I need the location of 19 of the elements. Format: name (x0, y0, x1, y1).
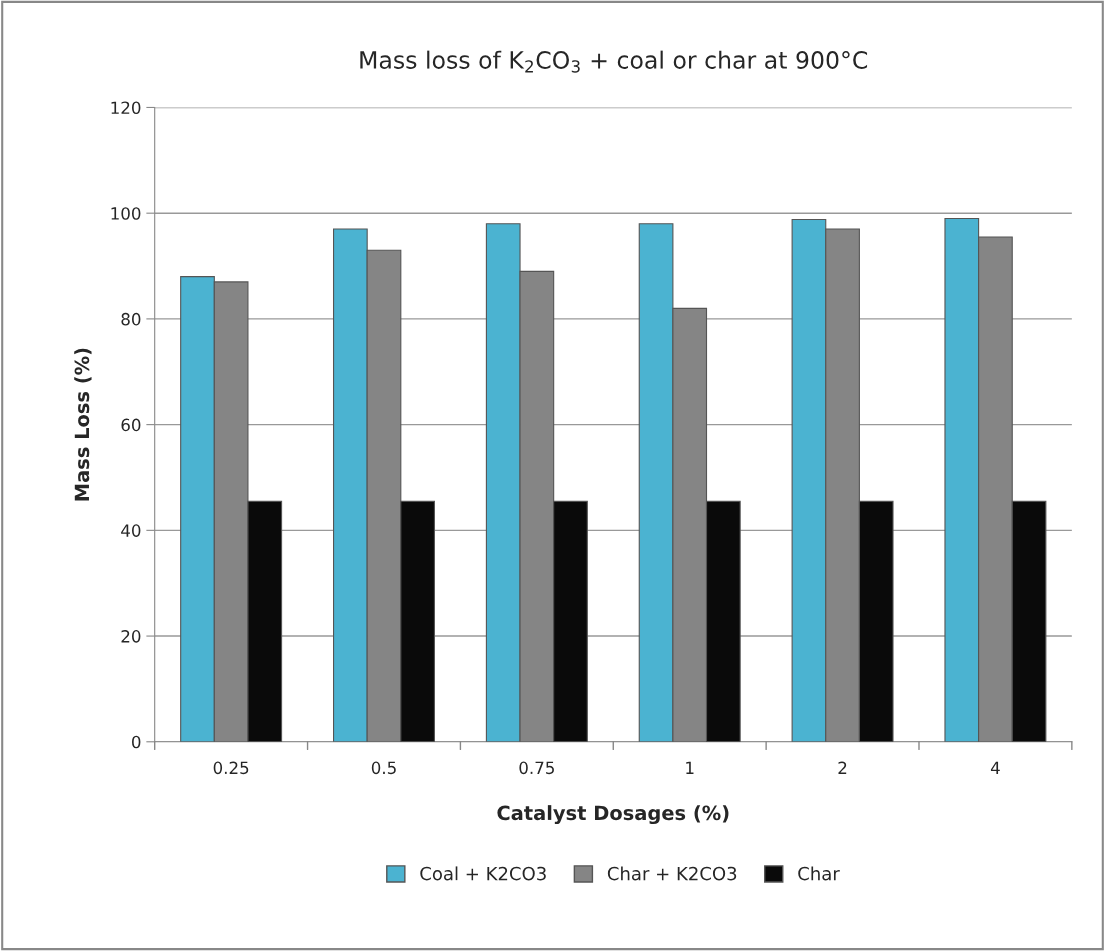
y-tick-label: 60 (121, 418, 141, 432)
chart-title: Mass loss of K$_{2}$CO$_{3}$ + coal or char at 900°C (360, 50, 868, 73)
x-tick-label: 0.75 (519, 761, 554, 775)
y-tick-label: 100 (111, 207, 141, 220)
y-tick-label: 0 (132, 735, 141, 749)
x-tick-label: 4 (990, 761, 1000, 774)
x-tick-label: 0.5 (371, 761, 396, 775)
y-tick-label: 20 (121, 630, 141, 643)
x-tick-label: 2 (838, 761, 847, 774)
x-axis-title: Catalyst Dosages (%) (497, 805, 729, 825)
legend-label: Coal + K2CO3 (420, 866, 546, 881)
legend-label: Char (798, 866, 840, 881)
y-tick-label: 120 (111, 101, 141, 115)
x-tick-label: 0.25 (213, 761, 249, 775)
legend-label: Char + K2CO3 (607, 866, 737, 881)
x-tick-label: 1 (686, 761, 694, 774)
y-tick-label: 40 (121, 524, 141, 537)
y-tick-label: 80 (121, 312, 141, 326)
y-axis-title: Mass Loss (%) (74, 348, 92, 501)
